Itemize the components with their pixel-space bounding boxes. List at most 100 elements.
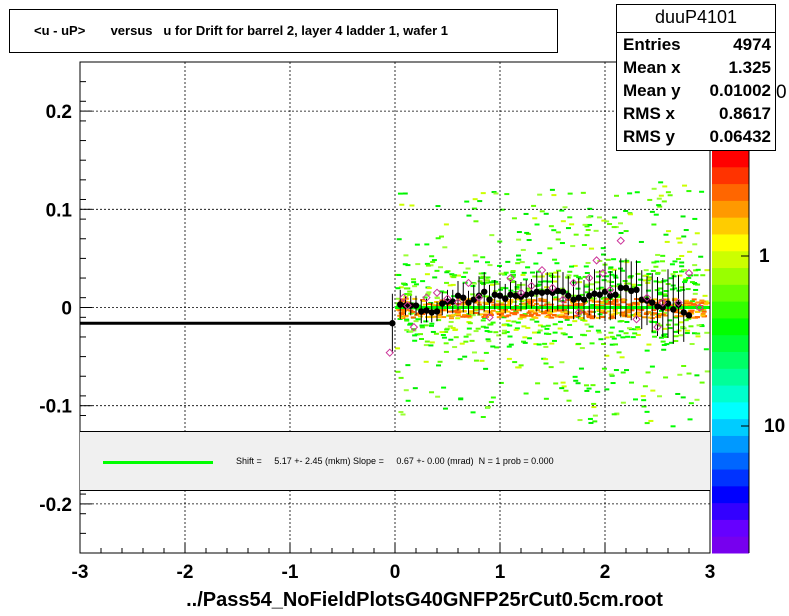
density-cell xyxy=(631,285,637,288)
density-cell xyxy=(459,342,465,345)
color-scale-cell xyxy=(712,536,749,554)
density-cell xyxy=(396,238,402,241)
diamond-point xyxy=(385,348,394,357)
density-cell xyxy=(473,312,479,315)
density-cell xyxy=(589,283,595,286)
density-cell xyxy=(470,285,476,288)
density-cell xyxy=(582,301,588,304)
density-cell xyxy=(651,331,657,334)
density-cell xyxy=(663,376,669,379)
density-cell xyxy=(565,276,571,279)
density-cell xyxy=(498,314,504,317)
density-cell xyxy=(498,381,504,384)
density-cell xyxy=(423,320,429,323)
density-cell xyxy=(609,315,615,318)
density-cell xyxy=(443,223,449,226)
density-cell xyxy=(584,225,590,228)
density-cell xyxy=(418,333,424,336)
density-cell xyxy=(667,319,673,322)
y-tick-label: -0.2 xyxy=(39,495,72,516)
density-cell xyxy=(643,296,649,299)
density-cell xyxy=(694,374,700,377)
density-cell xyxy=(490,309,496,312)
density-cell xyxy=(475,327,481,330)
density-cell xyxy=(587,223,593,226)
density-cell xyxy=(623,209,629,212)
density-cell xyxy=(658,194,664,197)
data-point xyxy=(402,302,409,309)
density-cell xyxy=(704,331,710,334)
density-cell xyxy=(458,398,464,401)
density-cell xyxy=(496,313,502,316)
density-cell xyxy=(620,311,626,314)
density-cell xyxy=(596,308,602,311)
data-point xyxy=(491,291,498,298)
density-cell xyxy=(645,279,651,282)
density-cell xyxy=(429,255,435,258)
fit-legend-text: Shift = 5.17 +- 2.45 (mkm) Slope = 0.67 … xyxy=(236,456,554,466)
density-cell xyxy=(656,197,662,200)
density-cell xyxy=(642,385,648,388)
data-point xyxy=(607,292,614,299)
density-cell xyxy=(417,315,423,318)
density-cell xyxy=(673,335,679,338)
density-cell xyxy=(592,414,598,417)
diamond-point xyxy=(506,273,515,283)
data-point xyxy=(659,304,666,311)
density-cell xyxy=(580,302,586,305)
density-cell xyxy=(596,300,602,303)
density-cell xyxy=(589,317,595,320)
density-cell xyxy=(595,329,601,332)
density-cell xyxy=(584,389,590,392)
color-scale-cell xyxy=(712,267,749,285)
density-cell xyxy=(679,270,685,273)
density-cell xyxy=(487,264,493,267)
density-cell xyxy=(438,266,444,269)
density-cell xyxy=(567,311,573,314)
density-cell xyxy=(679,254,685,257)
density-cell xyxy=(611,413,617,416)
density-cell xyxy=(635,272,641,275)
diamond-point xyxy=(695,303,704,312)
density-cell xyxy=(633,328,639,331)
density-cell xyxy=(542,298,548,301)
density-cell xyxy=(488,312,494,315)
density-cell xyxy=(412,339,418,342)
density-cell xyxy=(545,301,551,304)
density-cell xyxy=(439,331,445,334)
density-cell xyxy=(671,275,677,278)
density-cell xyxy=(601,279,607,282)
density-cell xyxy=(651,187,657,190)
density-cell xyxy=(591,402,597,405)
density-cell xyxy=(562,315,568,318)
density-cell xyxy=(538,288,544,291)
density-cell xyxy=(608,313,614,316)
density-cell xyxy=(671,297,677,300)
density-cell xyxy=(598,286,604,289)
density-cell xyxy=(523,212,529,215)
density-cell xyxy=(525,304,531,307)
density-cell xyxy=(519,314,525,317)
density-cell xyxy=(501,329,507,332)
density-cell xyxy=(626,327,632,330)
density-cell xyxy=(461,301,467,304)
density-cell xyxy=(670,273,676,276)
density-cell xyxy=(699,299,705,302)
density-cell xyxy=(626,310,632,313)
density-cell xyxy=(450,326,456,329)
density-cell xyxy=(669,263,675,266)
density-cell xyxy=(507,278,513,281)
data-point xyxy=(507,291,514,298)
density-cell xyxy=(700,314,706,317)
density-cell xyxy=(435,395,441,398)
diamond-point xyxy=(537,265,547,275)
density-cell xyxy=(520,248,526,251)
density-cell xyxy=(646,311,652,314)
data-point xyxy=(412,302,420,309)
density-cell xyxy=(662,335,668,338)
plot-title-box: <u - uP> versus u for Drift for barrel 2… xyxy=(9,9,558,53)
diamond-point xyxy=(642,293,652,302)
density-cell xyxy=(677,274,683,277)
density-cell xyxy=(655,271,661,274)
density-cell xyxy=(645,289,651,292)
